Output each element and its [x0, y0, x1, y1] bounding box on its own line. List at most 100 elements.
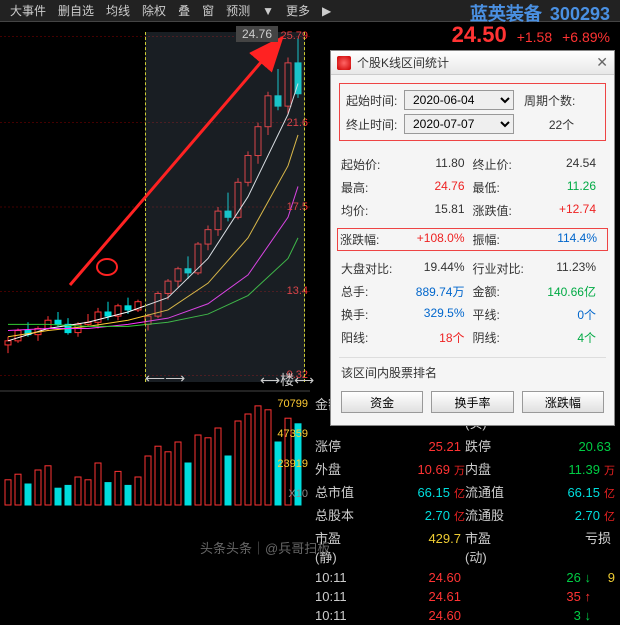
info-key: 跌停 — [465, 436, 511, 455]
info-key: 总股本 — [315, 505, 361, 524]
tick-time: 10:11 — [315, 589, 361, 604]
toolbar-item[interactable]: 大事件 — [4, 2, 52, 19]
start-date-select[interactable]: 2020-06-04 — [404, 90, 514, 110]
start-date-label: 起始时间: — [346, 92, 404, 109]
tick-price: 24.60 — [361, 608, 465, 623]
info-value: 11.39 — [511, 462, 604, 477]
info-value: 20.63 — [511, 439, 615, 454]
circle-annotation — [96, 258, 118, 276]
vol-yaxis-label: 70799 — [277, 398, 308, 410]
stat-key: 最高: — [341, 179, 396, 196]
stats-modal: 个股K线区间统计 ✕ 起始时间: 2020-06-04 周期个数: 终止时间: … — [330, 50, 615, 426]
end-date-select[interactable]: 2020-07-07 — [404, 114, 514, 134]
stat-value: 4个 — [528, 329, 605, 346]
close-icon[interactable]: ✕ — [596, 54, 608, 71]
info-key: 涨停 — [315, 436, 361, 455]
info-key: 内盘 — [465, 459, 511, 478]
toolbar-item[interactable]: 窗 — [196, 2, 220, 19]
info-unit: 亿 — [454, 485, 465, 501]
volume-chart[interactable]: 707994735923919X10 — [0, 390, 310, 510]
info-key: 流通股 — [465, 505, 511, 524]
stock-price: 24.50 — [452, 22, 507, 48]
stat-value: 18个 — [396, 329, 473, 346]
info-value: 429.7 — [361, 531, 465, 546]
tick-price: 24.61 — [361, 589, 465, 604]
range-handle-right[interactable]: ⟷楼⟷ — [260, 370, 314, 390]
stat-value: 0个 — [528, 306, 605, 323]
stat-key: 阳线: — [341, 329, 396, 346]
stat-value: 889.74万 — [396, 283, 473, 300]
stock-pct: +6.89% — [562, 29, 610, 45]
stat-value: 140.66亿 — [528, 283, 605, 300]
stat-value: 24.54 — [528, 156, 605, 173]
stat-value: 329.5% — [396, 306, 473, 323]
info-value: 25.21 — [361, 439, 465, 454]
toolbar-item[interactable]: 均线 — [100, 2, 136, 19]
tick-vol: 26 ↓ — [465, 570, 595, 585]
stat-key: 均价: — [341, 202, 396, 219]
period-value: 22个 — [524, 116, 599, 133]
rank-button[interactable]: 换手率 — [431, 391, 513, 413]
stock-header: 蓝英装备 300293 — [470, 0, 610, 22]
stat-key: 行业对比: — [473, 260, 528, 277]
info-unit: 万 — [604, 462, 615, 478]
stat-key: 金额: — [473, 283, 528, 300]
tick-vol: 3 ↓ — [465, 608, 595, 623]
price-tooltip: 24.76 — [236, 26, 278, 42]
info-key: 外盘 — [315, 459, 361, 478]
vol-yaxis-label: 23919 — [277, 458, 308, 470]
end-date-label: 终止时间: — [346, 116, 404, 133]
stat-key: 起始价: — [341, 156, 396, 173]
tick-vol: 35 ↑ — [465, 589, 595, 604]
vol-yaxis-label: 47359 — [277, 428, 308, 440]
app-icon — [337, 56, 351, 70]
stat-key: 最低: — [473, 179, 528, 196]
stat-value: 114.4% — [528, 231, 606, 248]
toolbar-item[interactable]: 除权 — [136, 2, 172, 19]
toolbar-item[interactable]: 更多 — [280, 2, 316, 19]
toolbar-item[interactable]: ▶ — [316, 4, 337, 18]
stat-key: 涨跌值: — [473, 202, 528, 219]
tick-time: 10:11 — [315, 608, 361, 623]
rank-button[interactable]: 涨跌幅 — [522, 391, 604, 413]
toolbar-item[interactable]: 叠 — [172, 2, 196, 19]
selection-range — [145, 32, 305, 382]
tick-extra: 9 — [595, 570, 615, 585]
info-panel: 金额5.22亿换手(实)16.06%涨停25.21跌停20.63外盘10.69万… — [315, 392, 615, 625]
modal-titlebar[interactable]: 个股K线区间统计 ✕ — [331, 51, 614, 75]
info-value: 2.70 — [511, 508, 604, 523]
info-unit: 亿 — [454, 508, 465, 524]
info-value: 10.69 — [361, 462, 454, 477]
price-row: 24.50 +1.58 +6.89% — [452, 22, 610, 48]
toolbar-item[interactable]: 删自选 — [52, 2, 100, 19]
stat-key: 终止价: — [473, 156, 528, 173]
date-range-box: 起始时间: 2020-06-04 周期个数: 终止时间: 2020-07-07 … — [339, 83, 606, 141]
stat-key: 总手: — [341, 283, 396, 300]
info-value: 亏损 — [511, 528, 615, 547]
stat-key: 阴线: — [473, 329, 528, 346]
stat-value: +12.74 — [528, 202, 605, 219]
stat-value: 19.44% — [396, 260, 473, 277]
stat-key: 换手: — [341, 306, 396, 323]
rank-title: 该区间内股票排名 — [339, 357, 606, 387]
info-value: 66.15 — [361, 485, 454, 500]
toolbar-item[interactable]: 预测 — [220, 2, 256, 19]
tick-time: 10:11 — [315, 570, 361, 585]
watermark: 头条头条｜@兵哥扫板 — [200, 538, 330, 557]
info-unit: 亿 — [604, 485, 615, 501]
range-handle-left[interactable]: ⟵⟶ — [145, 370, 185, 387]
stat-value: 24.76 — [396, 179, 473, 196]
info-key: 总市值 — [315, 482, 361, 501]
stat-key: 涨跌幅: — [340, 231, 395, 248]
stat-value: 11.80 — [396, 156, 473, 173]
toolbar-item[interactable]: ▼ — [256, 4, 280, 18]
info-value: 2.70 — [361, 508, 454, 523]
info-unit: 亿 — [604, 508, 615, 524]
stat-value: +108.0% — [395, 231, 473, 248]
modal-title-text: 个股K线区间统计 — [357, 54, 596, 71]
stock-change: +1.58 — [517, 29, 552, 45]
stat-key: 平线: — [473, 306, 528, 323]
stat-key: 大盘对比: — [341, 260, 396, 277]
rank-button[interactable]: 资金 — [341, 391, 423, 413]
stat-key: 振幅: — [473, 231, 528, 248]
